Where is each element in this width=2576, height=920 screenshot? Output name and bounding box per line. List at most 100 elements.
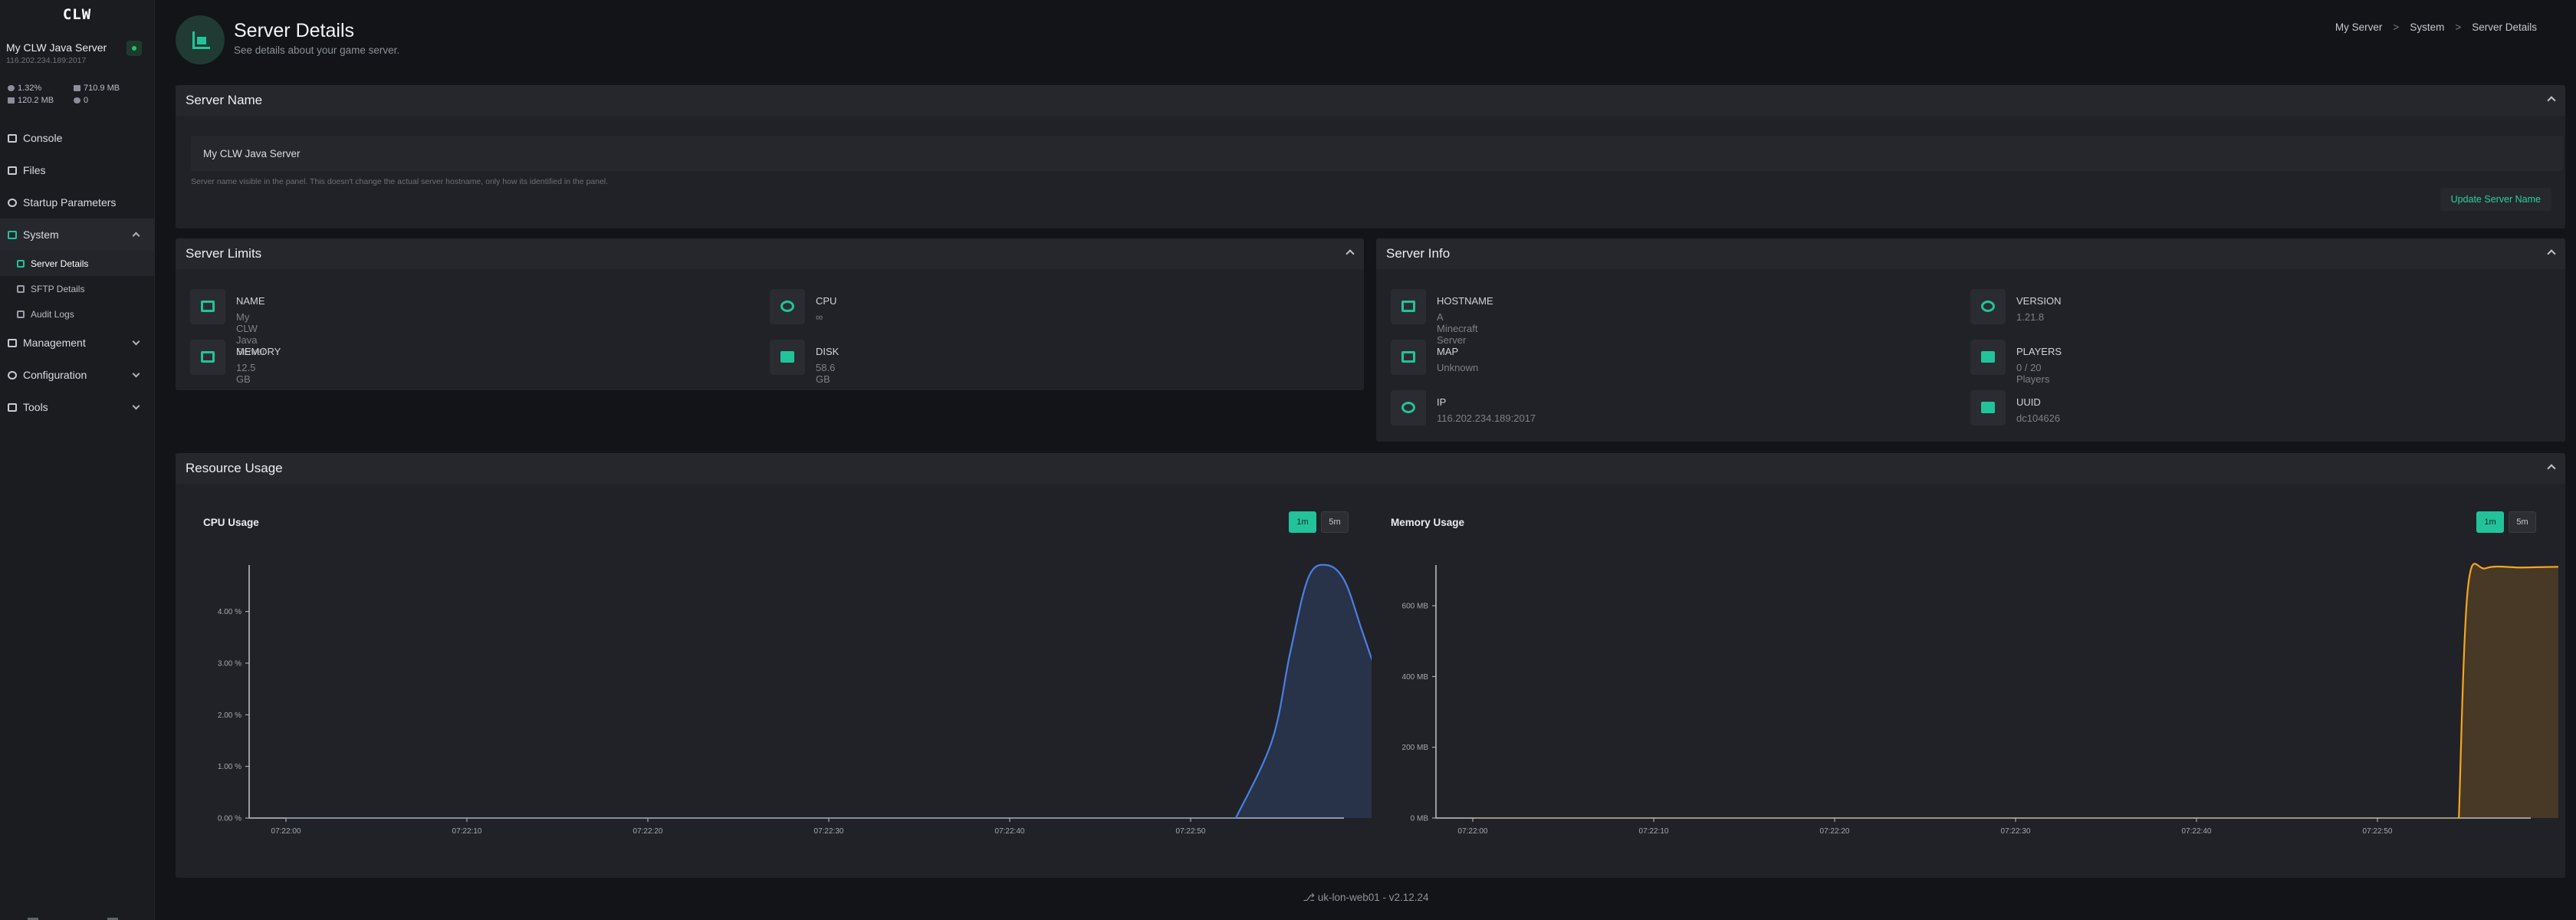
user-menu-icon[interactable] <box>28 918 38 920</box>
panel-header[interactable]: Server Name <box>176 85 2565 116</box>
info-label: UUID <box>2016 396 2041 408</box>
x-tick-label: 07:22:50 <box>1176 827 1206 836</box>
server-limits-panel: Server Limits NAME My CLW Java Server CP… <box>176 238 1364 390</box>
gear-icon <box>8 198 17 207</box>
sidebar-item-label: Management <box>23 337 86 349</box>
collapse-icon[interactable] <box>1346 249 1355 258</box>
folder-icon <box>8 166 17 175</box>
cpu-icon <box>8 85 15 91</box>
y-tick-label: 3.00 % <box>218 659 242 668</box>
breadcrumb-item[interactable]: My Server <box>2334 21 2383 33</box>
info-value: 1.21.8 <box>2016 311 2045 323</box>
cpu-range-5m-button[interactable]: 5m <box>1321 511 1349 533</box>
speedometer-icon <box>770 289 805 324</box>
update-server-name-button[interactable]: Update Server Name <box>2440 188 2551 211</box>
breadcrumb-item: Server Details <box>2472 21 2537 33</box>
status-online-icon <box>127 41 142 56</box>
panel-header[interactable]: Server Info <box>1376 238 2565 269</box>
user-icon <box>74 97 80 104</box>
sidebar-item-label: Files <box>23 164 46 176</box>
panel-title: Server Info <box>1386 246 1451 261</box>
memory-usage-chart: 0 MB 200 MB 400 MB 600 MB 07:22:00 07:22:10 07… <box>1402 563 2558 836</box>
git-branch-icon <box>1970 289 2006 324</box>
cpu-range-1m-button[interactable]: 1m <box>1289 511 1316 533</box>
map-icon <box>1391 340 1426 375</box>
server-name: My CLW Java Server <box>6 41 107 54</box>
sidebar-item-server-details[interactable]: Server Details <box>0 251 154 276</box>
info-value: ∞ <box>816 311 823 323</box>
y-tick-label: 4.00 % <box>218 608 242 616</box>
cpu-usage-chart: 0.00 % 1.00 % 2.00 % 3.00 % 4.00 % 07:22:00 07… <box>218 564 1372 836</box>
chevron-down-icon <box>132 337 140 346</box>
sidebar-item-startup[interactable]: Startup Parameters <box>0 186 154 219</box>
page-header: Server Details See details about your ga… <box>176 15 2552 64</box>
terminal-icon <box>8 133 17 143</box>
info-value: A Minecraft Server <box>1437 311 1478 346</box>
file-icon <box>17 284 25 293</box>
info-label: HOSTNAME <box>1437 295 1493 307</box>
x-tick-label: 07:22:10 <box>1639 827 1669 836</box>
info-label: PLAYERS <box>2016 346 2062 357</box>
disk-icon <box>8 97 15 104</box>
sidebar-item-label: Audit Logs <box>31 308 74 320</box>
collapse-icon[interactable] <box>2547 464 2556 473</box>
stat-memory-value: 710.9 MB <box>84 84 120 93</box>
y-tick-label: 200 MB <box>1402 744 1429 752</box>
sidebar-item-management[interactable]: Management <box>0 327 154 359</box>
stat-players-value: 0 <box>84 96 89 105</box>
breadcrumb: My Server > System > Server Details <box>2335 21 2537 33</box>
sidebar-item-console[interactable]: Console <box>0 122 154 154</box>
server-summary[interactable]: My CLW Java Server 116.202.234.189:2017 <box>0 28 154 65</box>
collapse-icon[interactable] <box>2547 96 2556 105</box>
y-tick-label: 0 MB <box>1411 815 1429 823</box>
server-address: 116.202.234.189:2017 <box>6 56 87 65</box>
sidebar-item-configuration[interactable]: Configuration <box>0 359 154 391</box>
sidebar-item-audit-logs[interactable]: Audit Logs <box>0 301 154 327</box>
sidebar: CLW My CLW Java Server 116.202.234.189:2… <box>0 0 155 920</box>
info-value: 0 / 20 Players <box>2016 362 2050 385</box>
breadcrumb-separator: > <box>2455 21 2462 33</box>
chevron-up-icon <box>132 232 140 240</box>
server-name-input[interactable]: My CLW Java Server <box>191 136 2564 171</box>
main-content: Server Details See details about your ga… <box>156 0 2576 920</box>
sidebar-item-sftp-details[interactable]: SFTP Details <box>0 276 154 301</box>
x-tick-label: 07:22:00 <box>271 827 301 836</box>
memory-icon <box>74 85 80 91</box>
page-subtitle: See details about your game server. <box>234 44 400 56</box>
info-label: MEMORY <box>236 346 281 357</box>
logo[interactable]: CLW <box>0 0 154 28</box>
memory-range-1m-button[interactable]: 1m <box>2476 511 2504 533</box>
memory-range-5m-button[interactable]: 5m <box>2509 511 2536 533</box>
id-badge-icon <box>1970 390 2006 426</box>
sidebar-item-label: SFTP Details <box>31 283 85 294</box>
wrench-icon <box>8 402 17 412</box>
y-tick-label: 600 MB <box>1402 603 1429 611</box>
series-line <box>2458 563 2558 819</box>
stat-players: 0 <box>74 96 143 105</box>
x-tick-label: 07:22:40 <box>2182 827 2212 836</box>
y-tick-label: 2.00 % <box>218 711 242 720</box>
stat-cpu-value: 1.32% <box>18 84 42 93</box>
log-icon <box>17 310 25 318</box>
stat-disk-value: 120.2 MB <box>18 96 54 105</box>
collapse-icon[interactable] <box>2547 249 2556 258</box>
server-stats: 1.32% 710.9 MB 120.2 MB 0 <box>0 65 154 105</box>
panel-title: Resource Usage <box>186 461 283 475</box>
series-line <box>1235 564 1372 819</box>
x-tick-label: 07:22:30 <box>814 827 844 836</box>
cog-icon <box>8 370 17 380</box>
breadcrumb-item[interactable]: System <box>2410 21 2445 33</box>
info-value: Unknown <box>1437 362 1479 373</box>
users-icon <box>1970 340 2006 375</box>
breadcrumb-separator: > <box>2393 21 2400 33</box>
sidebar-item-tools[interactable]: Tools <box>0 391 154 423</box>
panel-header[interactable]: Resource Usage <box>176 453 2565 484</box>
server-icon <box>8 230 17 239</box>
x-tick-label: 07:22:20 <box>633 827 663 836</box>
sidebar-item-system[interactable]: System <box>0 219 154 251</box>
y-tick-label: 0.00 % <box>218 815 242 823</box>
logout-icon[interactable] <box>107 918 118 920</box>
panel-header[interactable]: Server Limits <box>176 238 1364 269</box>
home-icon <box>8 338 17 347</box>
sidebar-item-files[interactable]: Files <box>0 154 154 186</box>
